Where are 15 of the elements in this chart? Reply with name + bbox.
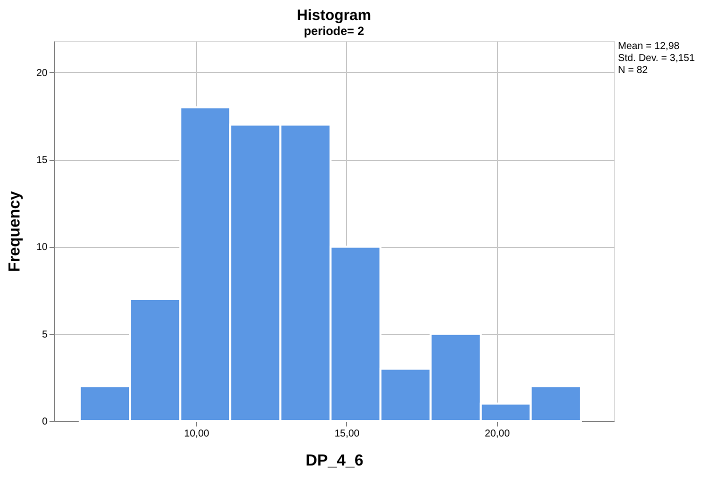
x-tick-label: 10,00 xyxy=(184,428,210,440)
y-tick-label: 15 xyxy=(36,155,48,166)
y-tick-label: 5 xyxy=(42,329,48,340)
chart-subtitle: periode= 2 xyxy=(304,24,365,38)
x-tick-label: 15,00 xyxy=(334,428,360,440)
y-axis-title: Frequency xyxy=(6,190,24,272)
text: Std. Dev. = 3,151 xyxy=(618,53,696,64)
y-tick-label: 0 xyxy=(42,416,48,428)
x-axis-title: DP_4_6 xyxy=(306,452,364,470)
y-tick-label: 10 xyxy=(36,242,48,254)
chart-title: Histogram xyxy=(296,7,372,24)
x-tick-label: 20,00 xyxy=(484,428,510,440)
text: Mean = 12,98 xyxy=(618,41,680,52)
y-tick-label: 20 xyxy=(36,68,48,79)
text: N = 82 xyxy=(618,65,648,76)
